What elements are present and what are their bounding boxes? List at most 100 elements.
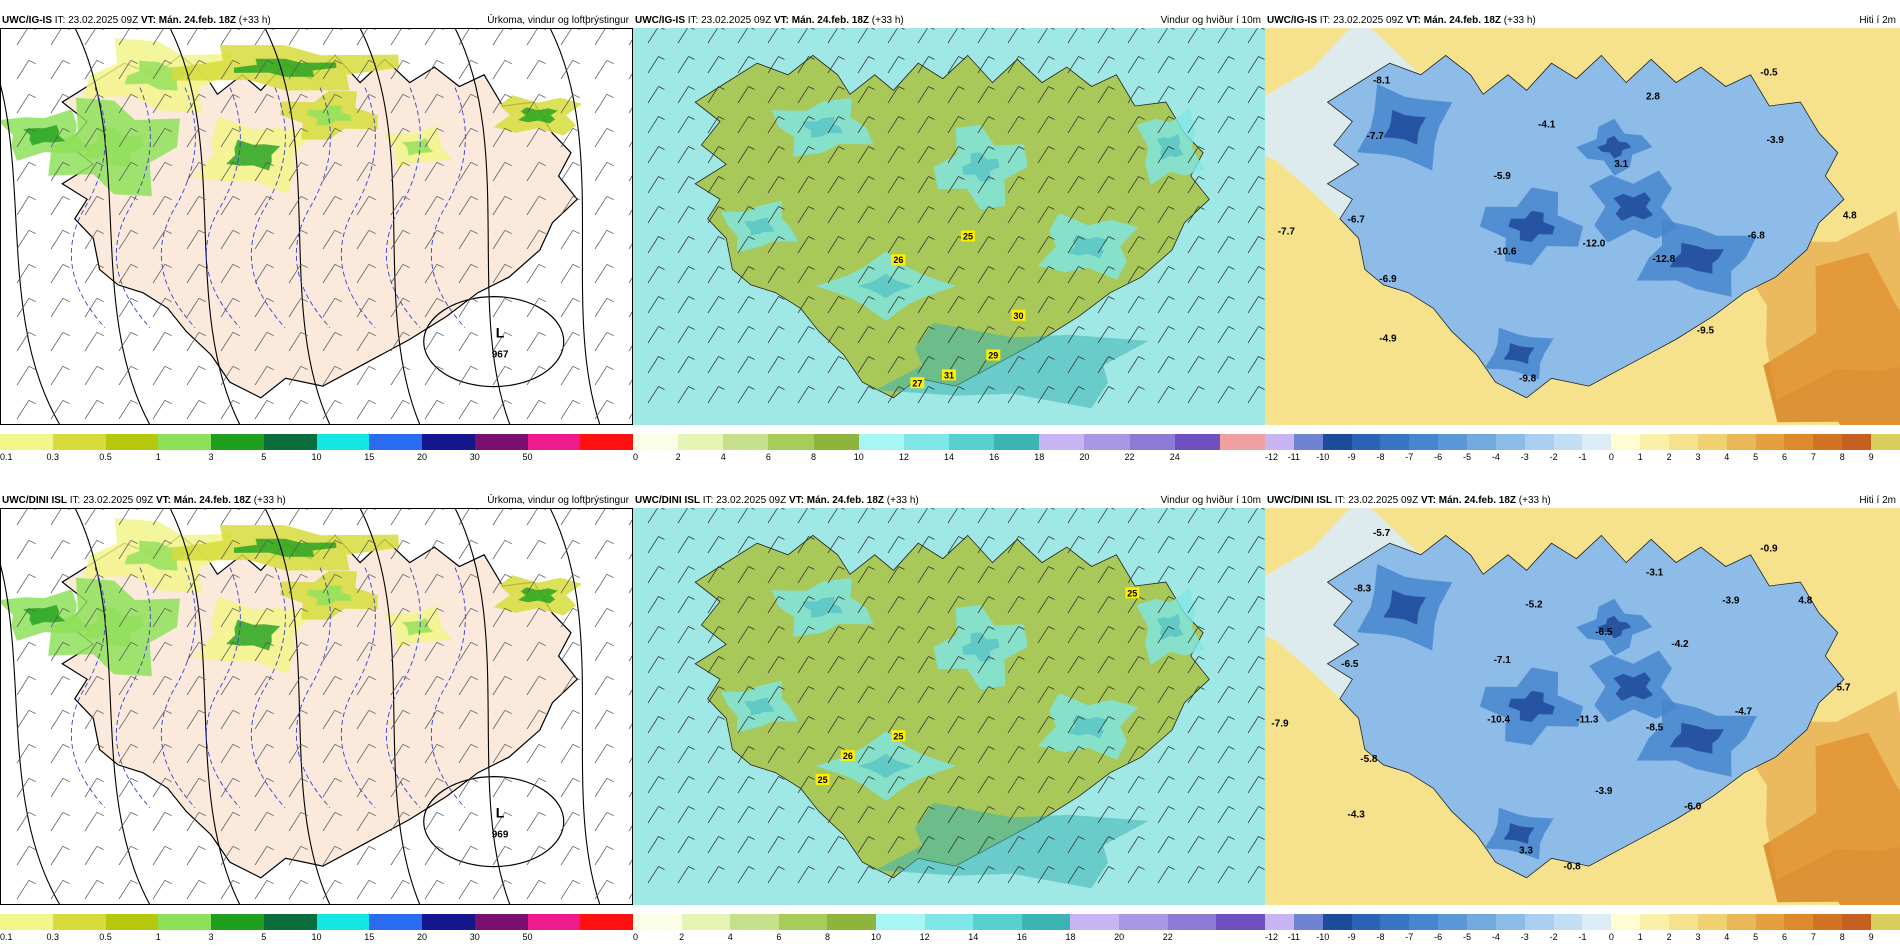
wind-arrow [1067, 176, 1085, 194]
colorbar [1265, 914, 1900, 930]
wind-barb [220, 709, 240, 730]
wind-barb [118, 297, 138, 318]
wind-arrow [767, 176, 785, 194]
temperature-value: -4.2 [1671, 639, 1689, 650]
wind-arrow [767, 596, 785, 614]
wind-arrow [647, 356, 665, 374]
wind-barb [288, 263, 308, 284]
colorbar-swatch [778, 914, 828, 930]
colorbar-ticks: 0.1 0.3 0.5 1 3 5 10 15 20 30 50 [0, 451, 633, 463]
wind-arrow [1127, 356, 1145, 374]
wind-arrow [827, 536, 845, 554]
colorbar-swatch [681, 914, 731, 930]
wind-arrow [1157, 296, 1175, 314]
wind-arrow [857, 236, 875, 254]
model-name: UWC/IG-IS [2, 15, 52, 26]
temperature-area [1383, 109, 1427, 145]
temperature-contour [295, 87, 331, 328]
wind-arrow [647, 806, 665, 824]
wind-barb [560, 127, 580, 148]
wind-arrow [1097, 206, 1115, 224]
wind-barb [594, 28, 614, 46]
wind-barb [254, 93, 274, 114]
wind-arrow [1127, 866, 1145, 884]
wind-arrow [1157, 566, 1175, 584]
wind-arrow [977, 86, 995, 104]
gust-label: 29 [986, 349, 1001, 361]
wind-arrow [827, 508, 845, 524]
temperature-area [1669, 242, 1724, 274]
wind-barb [84, 297, 104, 318]
wind-barb [220, 297, 240, 318]
temperature-value: -0.5 [1760, 68, 1778, 79]
colorbar-tick-label: 24 [1169, 452, 1180, 462]
wind-arrow [1187, 866, 1205, 884]
colorbar-swatch [1871, 914, 1900, 930]
wind-barb [152, 93, 172, 114]
wind-barb [390, 845, 410, 866]
wind-arrow [917, 596, 935, 614]
colorbar-tick-label: 1 [1637, 932, 1643, 942]
wind-arrow [827, 836, 845, 854]
wind-barb [492, 743, 512, 764]
colorbar-tick-label: 22 [1124, 452, 1135, 462]
wind-arrow [677, 86, 695, 104]
wind-arrow [1007, 116, 1025, 134]
wind-arrow [1007, 386, 1025, 404]
precip-area [307, 585, 351, 606]
wind-arrow [887, 206, 905, 224]
wind-arrow [797, 86, 815, 104]
wind-barb [560, 879, 580, 900]
wind-barb [492, 573, 512, 594]
wind-arrow [1157, 686, 1175, 704]
wind-arrow [647, 56, 665, 74]
wind-barb [356, 93, 376, 114]
wind-arrow [887, 866, 905, 884]
wind-barb [356, 675, 376, 696]
colorbar-tick-label: 0.5 [99, 932, 112, 942]
wind-arrow [1007, 626, 1025, 644]
wind-arrow [1157, 806, 1175, 824]
wind-barb [458, 195, 478, 216]
wind-arrow [977, 716, 995, 734]
colorbar-tick-label: 0 [1608, 932, 1614, 942]
wind-arrow [767, 746, 785, 764]
map-area: L 967 [0, 28, 633, 425]
valid-time: Mán. 24.feb. 18Z [1423, 15, 1501, 26]
wind-barb [322, 195, 342, 216]
wind-barb [16, 28, 36, 46]
gust-value: 26 [893, 255, 903, 265]
wind-arrow [1067, 716, 1085, 734]
wind-barb [118, 331, 138, 352]
wind-arrow [1187, 836, 1205, 854]
wind-barb [526, 263, 546, 284]
colorbar-tick-label: -3 [1520, 932, 1529, 942]
wind-arrow [1217, 656, 1235, 674]
wind-arrow [707, 836, 725, 854]
wind-barb [186, 331, 206, 352]
wind-barb [526, 508, 546, 526]
colorbar-swatch [263, 434, 317, 450]
temperature-value: -11.3 [1576, 714, 1599, 725]
colorbar-tick-label: -12 [1265, 932, 1279, 942]
wind-barb [628, 344, 633, 352]
lead-time: (+33 h) [886, 495, 919, 506]
wind-barb [560, 607, 580, 628]
wind-arrow [1217, 716, 1235, 734]
colorbar-swatch [1871, 434, 1900, 450]
colorbar-tick-label: 8 [824, 932, 830, 942]
colorbar-swatch [1524, 914, 1554, 930]
wind-barb [526, 365, 546, 386]
wind-arrow [1217, 296, 1235, 314]
wind-arrow [887, 356, 905, 374]
wind-arrow [977, 866, 995, 884]
wind-arrow [767, 716, 785, 734]
wind-barb [356, 641, 376, 662]
colorbar-tick-label: 20 [1114, 932, 1125, 942]
wind-arrow [1247, 536, 1265, 554]
wind-arrow [857, 866, 875, 884]
wind-barb [560, 297, 580, 318]
wind-barb [628, 824, 633, 832]
wind-arrow [1157, 596, 1175, 614]
wind-arrow [947, 176, 965, 194]
